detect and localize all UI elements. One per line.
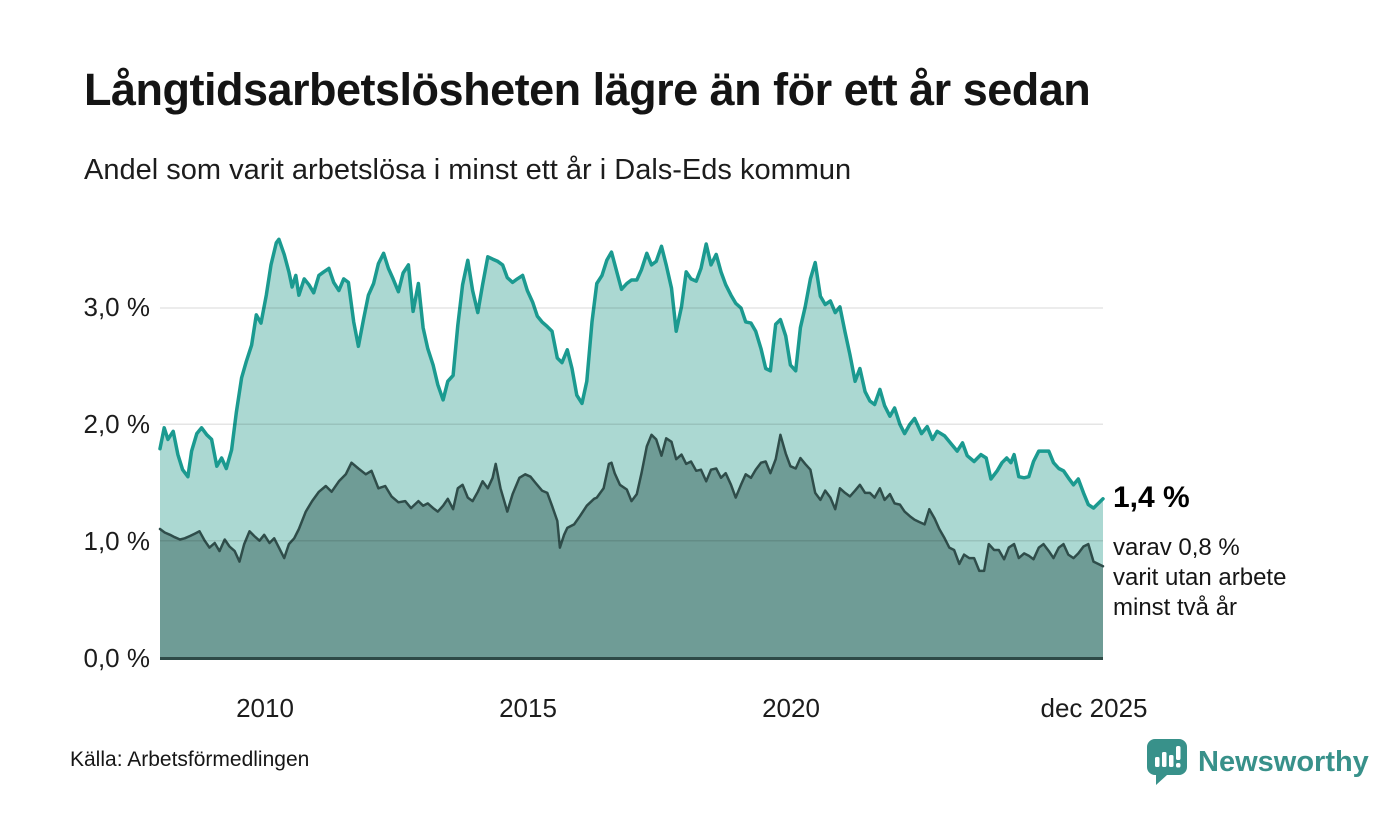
x-axis-tick-2010: 2010 xyxy=(236,693,294,723)
page-title: Långtidsarbetslösheten lägre än för ett … xyxy=(84,64,1091,115)
source-note: Källa: Arbetsförmedlingen xyxy=(70,748,310,771)
x-axis-tick-2020: 2020 xyxy=(762,693,820,723)
x-axis-tick-2015: 2015 xyxy=(499,693,557,723)
latest-value-label: 1,4 % xyxy=(1113,481,1190,514)
page-subtitle: Andel som varit arbetslösa i minst ett å… xyxy=(84,154,852,186)
y-axis-tick-0: 0,0 % xyxy=(83,643,151,673)
series-line-1 xyxy=(158,433,1105,573)
y-axis-tick-3: 3,0 % xyxy=(83,292,151,322)
sublabel-line-2: varit utan arbete xyxy=(1113,564,1287,591)
y-axis-tick-1: 1,0 % xyxy=(83,526,151,556)
series-line-0 xyxy=(158,237,1105,510)
brand-logo: Newsworthy xyxy=(1146,738,1369,786)
brand-name: Newsworthy xyxy=(1198,746,1369,778)
x-axis-tick-dec-2025: dec 2025 xyxy=(1040,693,1148,723)
y-axis-tick-2: 2,0 % xyxy=(83,409,151,439)
latest-value-sublabel: varav 0,8 % varit utan arbete minst två … xyxy=(1113,533,1286,623)
newsworthy-icon xyxy=(1147,739,1187,785)
series-area-1 xyxy=(160,434,1103,657)
sublabel-line-3: minst två år xyxy=(1113,594,1238,621)
sublabel-line-1: varav 0,8 % xyxy=(1113,534,1240,561)
